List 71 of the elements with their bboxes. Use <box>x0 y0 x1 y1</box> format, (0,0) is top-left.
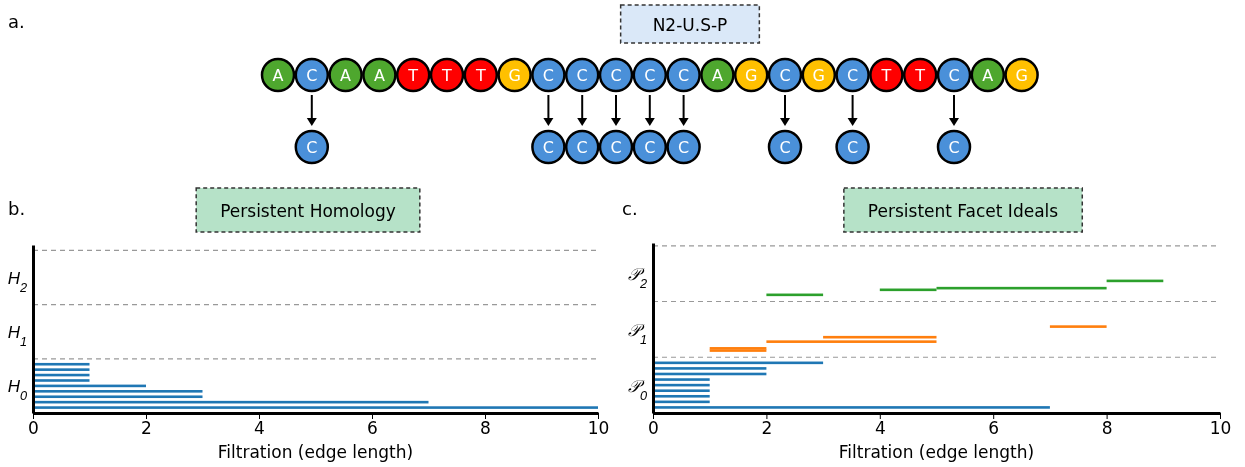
letter-circle: C <box>564 57 600 93</box>
letter-circle: C <box>598 129 634 165</box>
bar <box>33 406 598 409</box>
letter-circle: G <box>801 57 837 93</box>
letter-circle: A <box>260 57 296 93</box>
letter-circle: T <box>429 57 465 93</box>
x-tick-label: 10 <box>587 418 610 439</box>
bar <box>33 362 90 366</box>
letter-circle: C <box>531 129 566 165</box>
x-tick-label: 2 <box>141 418 152 439</box>
x-axis-title: Filtration (edge length) <box>838 442 1035 462</box>
x-tick-label: 0 <box>28 418 39 439</box>
letter-circle: C <box>294 57 330 93</box>
chart-title: Persistent Facet Ideals <box>867 201 1059 221</box>
letter-circle: C <box>531 57 566 93</box>
letter-circle: C <box>835 129 870 165</box>
letter-circle: A <box>970 57 1006 93</box>
bar <box>766 340 937 343</box>
y-tick-label: 𝒫$_{2}$ <box>627 265 647 291</box>
text: b. <box>8 198 26 219</box>
letter-circle: T <box>395 57 431 93</box>
letter-circle: G <box>1004 57 1039 93</box>
x-tick-label: 4 <box>874 418 886 439</box>
x-tick-label: 0 <box>648 418 659 439</box>
y-tick-label: H$_{2}$ <box>7 268 27 295</box>
chart-title: Persistent Homology <box>220 201 396 221</box>
text: c. <box>622 198 638 219</box>
bar <box>653 367 767 370</box>
bar <box>653 406 1050 409</box>
x-tick-label: 2 <box>761 418 773 439</box>
bar <box>33 395 203 399</box>
bar <box>653 378 710 381</box>
x-tick-label: 10 <box>1209 418 1232 439</box>
letter-circle: C <box>632 57 668 93</box>
y-tick-label: H$_{1}$ <box>7 323 27 349</box>
bar <box>33 368 90 371</box>
bar <box>33 390 203 393</box>
letter-circle: C <box>294 129 330 165</box>
x-tick-label: 8 <box>1101 418 1113 439</box>
letter-circle: T <box>869 57 904 93</box>
letter-circle: C <box>767 129 803 165</box>
bar <box>653 394 710 398</box>
x-axis-title: Filtration (edge length) <box>217 442 414 462</box>
bar <box>653 389 710 393</box>
letter-circle: A <box>700 57 735 93</box>
x-tick-label: 6 <box>367 418 378 439</box>
x-tick-label: 8 <box>480 418 491 439</box>
letter-circle: T <box>463 57 499 93</box>
y-tick-label: H$_{0}$ <box>7 377 27 403</box>
letter-circle: G <box>733 57 769 93</box>
letter-circle: G <box>497 57 532 93</box>
letter-circle: C <box>936 57 972 93</box>
letter-circle: C <box>598 57 634 93</box>
letter-circle: C <box>666 57 701 93</box>
y-tick-label: 𝒫$_{0}$ <box>627 376 647 403</box>
letter-circle: A <box>328 57 363 93</box>
letter-circle: A <box>362 57 397 93</box>
y-tick-label: 𝒫$_{1}$ <box>627 320 647 347</box>
letter-circle: C <box>835 57 870 93</box>
letter-circle: C <box>632 129 668 165</box>
x-tick-label: 4 <box>254 418 265 439</box>
letter-circle: T <box>902 57 938 93</box>
bar <box>33 379 90 382</box>
text: a. <box>8 11 25 32</box>
letter-circle: C <box>767 57 803 93</box>
letter-circle: C <box>936 129 972 165</box>
bar <box>1049 325 1107 328</box>
letter-circle: C <box>666 129 701 165</box>
text: N2-U.S-P <box>652 15 728 35</box>
x-tick-label: 6 <box>988 418 1000 439</box>
letter-circle: C <box>564 129 600 165</box>
